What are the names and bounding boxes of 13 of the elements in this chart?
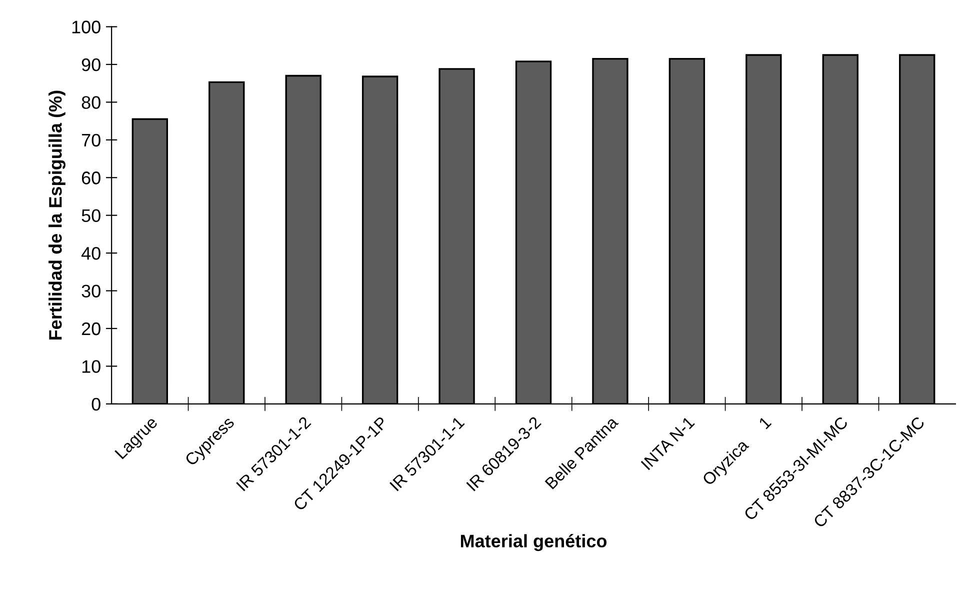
y-tick-label: 60: [82, 172, 100, 184]
y-tick-label: 100: [72, 20, 100, 34]
y-tick-label: 10: [82, 360, 100, 373]
y-tick-label: 20: [82, 322, 100, 336]
y-tick-label: 0: [92, 398, 100, 411]
y-tick-label: 80: [82, 96, 100, 109]
y-tick-label: 40: [81, 246, 100, 260]
y-tick-label: 70: [82, 134, 100, 147]
y-tick-label: 50: [82, 209, 100, 222]
y-tick-label: 30: [82, 284, 100, 298]
x-axis-title: Material genético: [460, 534, 607, 552]
y-tick-label: 90: [82, 58, 100, 72]
y-axis-title: Fertilidad de la Espiguilla (%): [48, 90, 66, 340]
